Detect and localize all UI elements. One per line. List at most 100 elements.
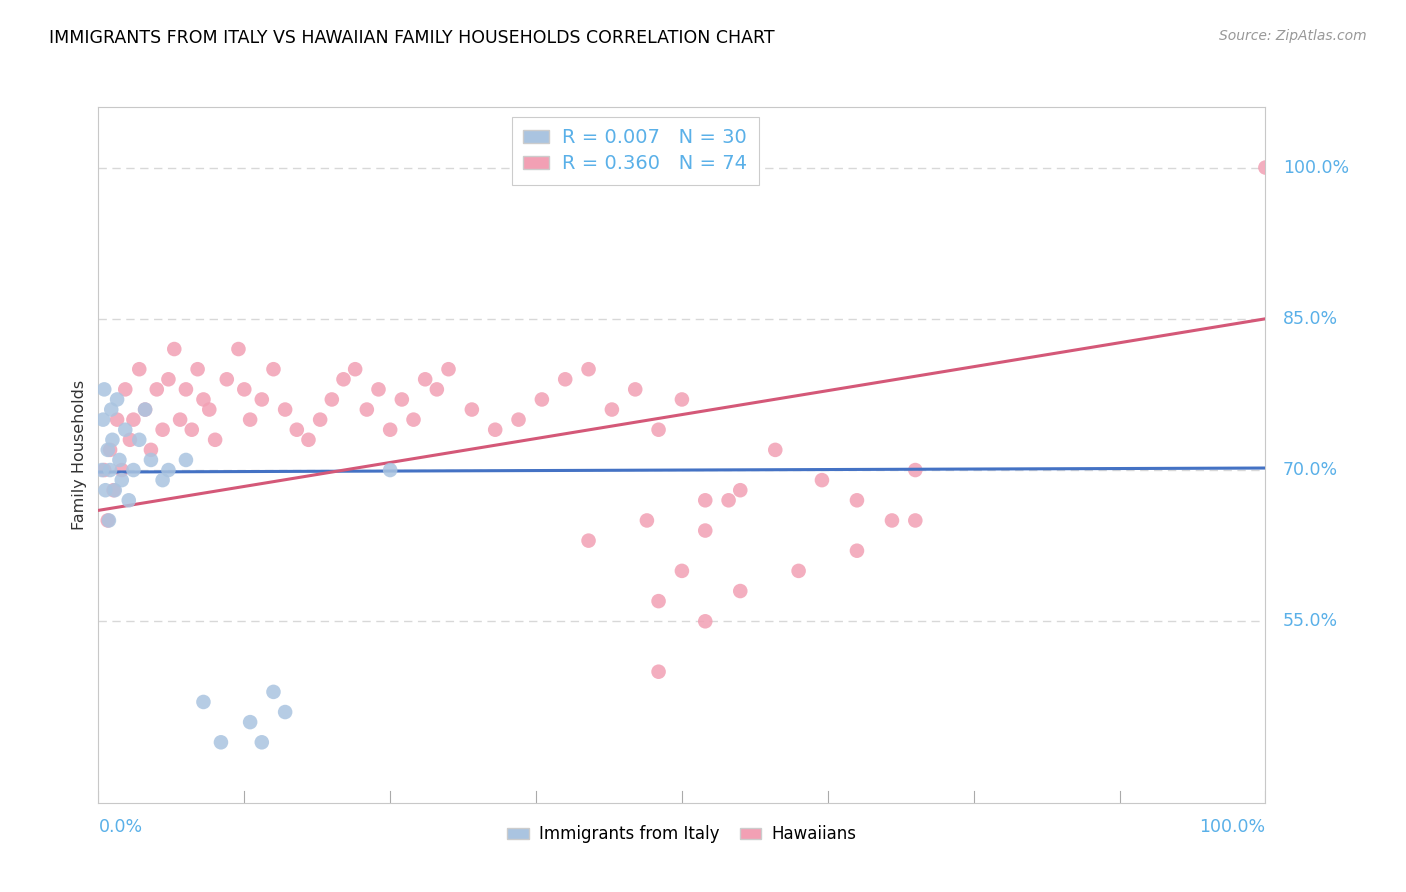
Point xyxy=(380,423,402,437)
Point xyxy=(846,543,869,558)
Point xyxy=(344,362,367,376)
Text: 100.0%: 100.0% xyxy=(1199,818,1265,836)
Point xyxy=(128,362,150,376)
Point xyxy=(103,483,125,498)
Point xyxy=(695,524,717,538)
Point xyxy=(98,442,121,457)
Point xyxy=(413,372,436,386)
Point xyxy=(763,442,786,457)
Text: 100.0%: 100.0% xyxy=(1282,159,1348,177)
Y-axis label: Family Households: Family Households xyxy=(72,380,87,530)
Point xyxy=(647,594,669,608)
Point xyxy=(122,463,145,477)
Point xyxy=(128,433,150,447)
Point xyxy=(111,463,134,477)
Point xyxy=(484,423,506,437)
Point xyxy=(204,433,226,447)
Point xyxy=(180,423,202,437)
Point xyxy=(139,453,162,467)
Point xyxy=(647,665,669,679)
Point xyxy=(105,392,128,407)
Point xyxy=(118,493,141,508)
Point xyxy=(437,362,460,376)
Point xyxy=(1254,161,1277,175)
Point xyxy=(671,161,693,175)
Point xyxy=(250,735,273,749)
Point xyxy=(157,372,180,386)
Point xyxy=(274,402,297,417)
Point xyxy=(297,433,319,447)
Point xyxy=(578,362,600,376)
Point xyxy=(380,463,402,477)
Point xyxy=(530,392,553,407)
Point xyxy=(228,342,250,356)
Text: Source: ZipAtlas.com: Source: ZipAtlas.com xyxy=(1219,29,1367,43)
Point xyxy=(695,493,717,508)
Point xyxy=(114,383,136,397)
Text: 85.0%: 85.0% xyxy=(1282,310,1339,327)
Point xyxy=(169,412,191,426)
Point xyxy=(97,442,120,457)
Point xyxy=(111,473,134,487)
Point xyxy=(309,412,332,426)
Point xyxy=(94,483,117,498)
Point xyxy=(636,513,658,527)
Point xyxy=(508,412,530,426)
Point xyxy=(91,412,114,426)
Point xyxy=(105,412,128,426)
Point xyxy=(239,715,262,730)
Legend: Immigrants from Italy, Hawaiians: Immigrants from Italy, Hawaiians xyxy=(501,819,863,850)
Point xyxy=(101,433,124,447)
Point xyxy=(193,392,215,407)
Point xyxy=(114,423,136,437)
Point xyxy=(97,513,120,527)
Point xyxy=(100,402,122,417)
Point xyxy=(93,383,115,397)
Point xyxy=(600,402,623,417)
Text: IMMIGRANTS FROM ITALY VS HAWAIIAN FAMILY HOUSEHOLDS CORRELATION CHART: IMMIGRANTS FROM ITALY VS HAWAIIAN FAMILY… xyxy=(49,29,775,46)
Point xyxy=(321,392,343,407)
Point xyxy=(904,463,927,477)
Point xyxy=(332,372,354,386)
Point xyxy=(647,423,669,437)
Point xyxy=(717,493,740,508)
Point xyxy=(97,513,120,527)
Point xyxy=(174,453,197,467)
Point xyxy=(122,412,145,426)
Point xyxy=(152,473,174,487)
Point xyxy=(134,402,156,417)
Text: 0.0%: 0.0% xyxy=(98,818,142,836)
Point xyxy=(671,392,693,407)
Point xyxy=(730,483,752,498)
Point xyxy=(880,513,903,527)
Point xyxy=(193,695,215,709)
Point xyxy=(118,433,141,447)
Text: 70.0%: 70.0% xyxy=(1282,461,1339,479)
Point xyxy=(624,383,647,397)
Point xyxy=(578,533,600,548)
Point xyxy=(250,392,273,407)
Point xyxy=(239,412,262,426)
Point xyxy=(139,442,162,457)
Point xyxy=(262,685,284,699)
Point xyxy=(93,463,115,477)
Point xyxy=(108,453,131,467)
Text: 55.0%: 55.0% xyxy=(1282,612,1339,631)
Point xyxy=(209,735,232,749)
Point xyxy=(198,402,221,417)
Point xyxy=(157,463,180,477)
Point xyxy=(233,383,256,397)
Point xyxy=(730,584,752,599)
Point xyxy=(461,402,484,417)
Point xyxy=(391,392,413,407)
Point xyxy=(187,362,209,376)
Point xyxy=(367,383,389,397)
Point xyxy=(904,513,927,527)
Point xyxy=(285,423,308,437)
Point xyxy=(671,564,693,578)
Point xyxy=(134,402,156,417)
Point xyxy=(811,473,834,487)
Point xyxy=(98,463,121,477)
Point xyxy=(402,412,425,426)
Point xyxy=(152,423,174,437)
